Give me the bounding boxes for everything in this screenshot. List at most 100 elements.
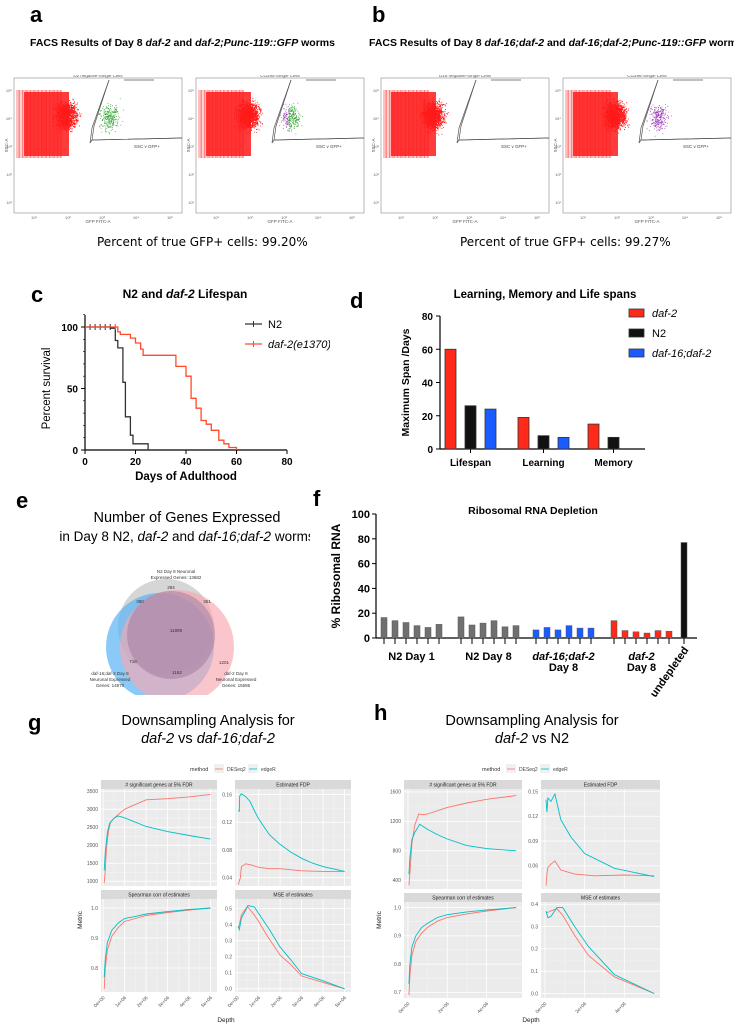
facet-title: Estimated FDP: [584, 782, 618, 788]
x-tick-label: 2e+06: [136, 995, 150, 1009]
label-part: daf-2: [137, 529, 168, 544]
x-tick-label: Learning: [522, 458, 564, 469]
legend-swatch: [628, 308, 645, 318]
facs-percent-b: Percent of true GFP+ cells: 99.27%: [460, 235, 671, 249]
facs-xtick: 10⁵: [349, 215, 355, 220]
facs-plot: D2 negative-Single Cells SSC v GFP+ GFP FI…: [4, 75, 183, 224]
x-tick-label: 4e+06: [179, 995, 193, 1009]
facet-strip: [541, 893, 660, 902]
facs-xtick: 10⁵: [534, 215, 540, 220]
bar-0-2: [402, 622, 410, 639]
title-part: worms: [708, 37, 734, 49]
y-tick-label: 0: [364, 633, 370, 645]
panel-letter-a: a: [30, 2, 43, 27]
y-tick-label: 1200: [390, 819, 401, 825]
bar-0-4: [424, 627, 432, 639]
venn-set-label-daf2: Genes: 15586: [222, 683, 251, 688]
bar-1-4: [501, 626, 509, 639]
gate-label: SSC v GFP+: [501, 144, 527, 149]
gate-outline: [91, 79, 183, 141]
label-part: and: [168, 529, 198, 544]
title-part: and: [544, 37, 569, 49]
y-tick-label: 0.5: [225, 906, 232, 912]
y-tick-label: 0.16: [222, 792, 232, 798]
y-tick-label: 40: [358, 583, 370, 595]
facs-ylabel: SSC-A: [186, 139, 191, 153]
facs-xtick: 10³: [466, 215, 472, 220]
y-tick-label: 50: [67, 385, 79, 396]
facs-ytick: 10⁴: [6, 116, 12, 121]
label-part: daf-2: [628, 651, 654, 663]
label-part: Day 8: [627, 662, 656, 674]
facs-plots-a: D2 negative-Single Cells SSC v GFP+ GFP FI…: [4, 75, 365, 224]
x-tick-label: 5e+06: [200, 995, 214, 1009]
x-tick-label: 20: [130, 457, 142, 468]
facs-ytick: 10¹: [373, 200, 379, 205]
venn-diagram: Number of Genes Expressed in Day 8 N2, da…: [59, 510, 310, 695]
panel-letter-e: e: [16, 488, 29, 513]
x-tick-label: 5e+06: [334, 995, 348, 1009]
gate-outline: [640, 79, 732, 141]
y-tick-label: 2000: [87, 843, 98, 849]
line-deseq2: [408, 907, 517, 996]
label-part: daf-16;daf-2: [198, 529, 271, 544]
facs-title-a: FACS Results of Day 8 daf-2 and daf-2;Pu…: [30, 37, 335, 49]
facs-plot-header: CG295-Single Cells: [260, 75, 300, 78]
title-part: daf-2: [145, 37, 171, 49]
line-edger: [237, 793, 345, 872]
y-tick-label: 0.12: [222, 820, 232, 826]
facs-xtick: 10³: [99, 215, 105, 220]
legend-label: N2: [652, 328, 666, 340]
facs-plot: CG295-Single Cells SSC v GFP+ GFP FITC-A SS…: [186, 75, 365, 224]
facet-title: Spearman corr of estimates: [128, 892, 190, 898]
line-edger: [237, 904, 345, 990]
y-tick-label: 40: [422, 379, 434, 390]
y-tick-label: 0.2: [531, 947, 538, 953]
legend-key-bg: [506, 764, 516, 773]
venn-center-overlap: [127, 591, 215, 679]
bar-1-0: [457, 616, 465, 639]
facet-panel: [101, 789, 217, 886]
y-tick-label: 0.08: [222, 848, 232, 854]
y-tick-label: 1600: [390, 790, 401, 796]
facs-plot-header: CG296-Single Cells: [627, 75, 667, 78]
y-tick-label: 400: [393, 878, 402, 884]
label-part: worms: [271, 529, 310, 544]
y-tick-label: 0.0: [225, 987, 232, 993]
x-group-label: Day 8: [549, 662, 578, 674]
facs-ytick: 10⁴: [555, 116, 561, 121]
y-tick-label: 0.09: [528, 839, 538, 845]
bar-3-0: [610, 620, 618, 639]
y-tick-label: 20: [422, 412, 434, 423]
y-tick-label: 3500: [87, 789, 98, 795]
y-axis-label: Metric: [376, 910, 383, 928]
lifespan-chart: N2 and daf-2 Lifespan 0 20 40 60 80 0 50 100 Days…: [41, 287, 330, 483]
facs-ylabel: SSC-A: [371, 139, 376, 153]
venn-region-n2-daf2: 351: [203, 599, 211, 604]
bar-4-0: [680, 542, 688, 639]
facs-ytick: 10¹: [188, 200, 194, 205]
facs-xlabel: GFP FITC-A: [453, 219, 478, 224]
facs-plot: CG296-Single Cells SSC v GFP+ GFP FITC-A SS…: [553, 75, 732, 224]
gate-label: SSC v GFP+: [134, 144, 160, 149]
y-tick-label: 1.0: [394, 905, 401, 911]
facet-strip: [235, 890, 351, 899]
x-tick-label: 40: [180, 457, 192, 468]
x-tick-label: 1e+06: [248, 995, 262, 1009]
label-part: in Day 8 N2,: [59, 529, 137, 544]
facs-ytick: 10¹: [555, 200, 561, 205]
line-deseq2: [545, 860, 655, 886]
x-tick-label: 4e+06: [313, 995, 327, 1009]
survival-line-daf-2(e1370): [85, 326, 238, 450]
facs-xtick: 10¹: [398, 215, 404, 220]
bar-daf-2-Memory: [587, 423, 600, 450]
y-tick-label: 80: [422, 312, 434, 323]
bar-2-4: [576, 627, 584, 639]
y-tick-label: 0.7: [394, 990, 401, 996]
facs-plot-header: D16 negative-Single Cells: [439, 75, 492, 78]
legend-swatch: [628, 328, 645, 338]
event-core: [391, 92, 436, 156]
bar-1-5: [512, 625, 520, 639]
facs-ytick: 10⁴: [373, 116, 379, 121]
venn-set-label-n2: Expressed Genes: 13682: [151, 575, 202, 580]
